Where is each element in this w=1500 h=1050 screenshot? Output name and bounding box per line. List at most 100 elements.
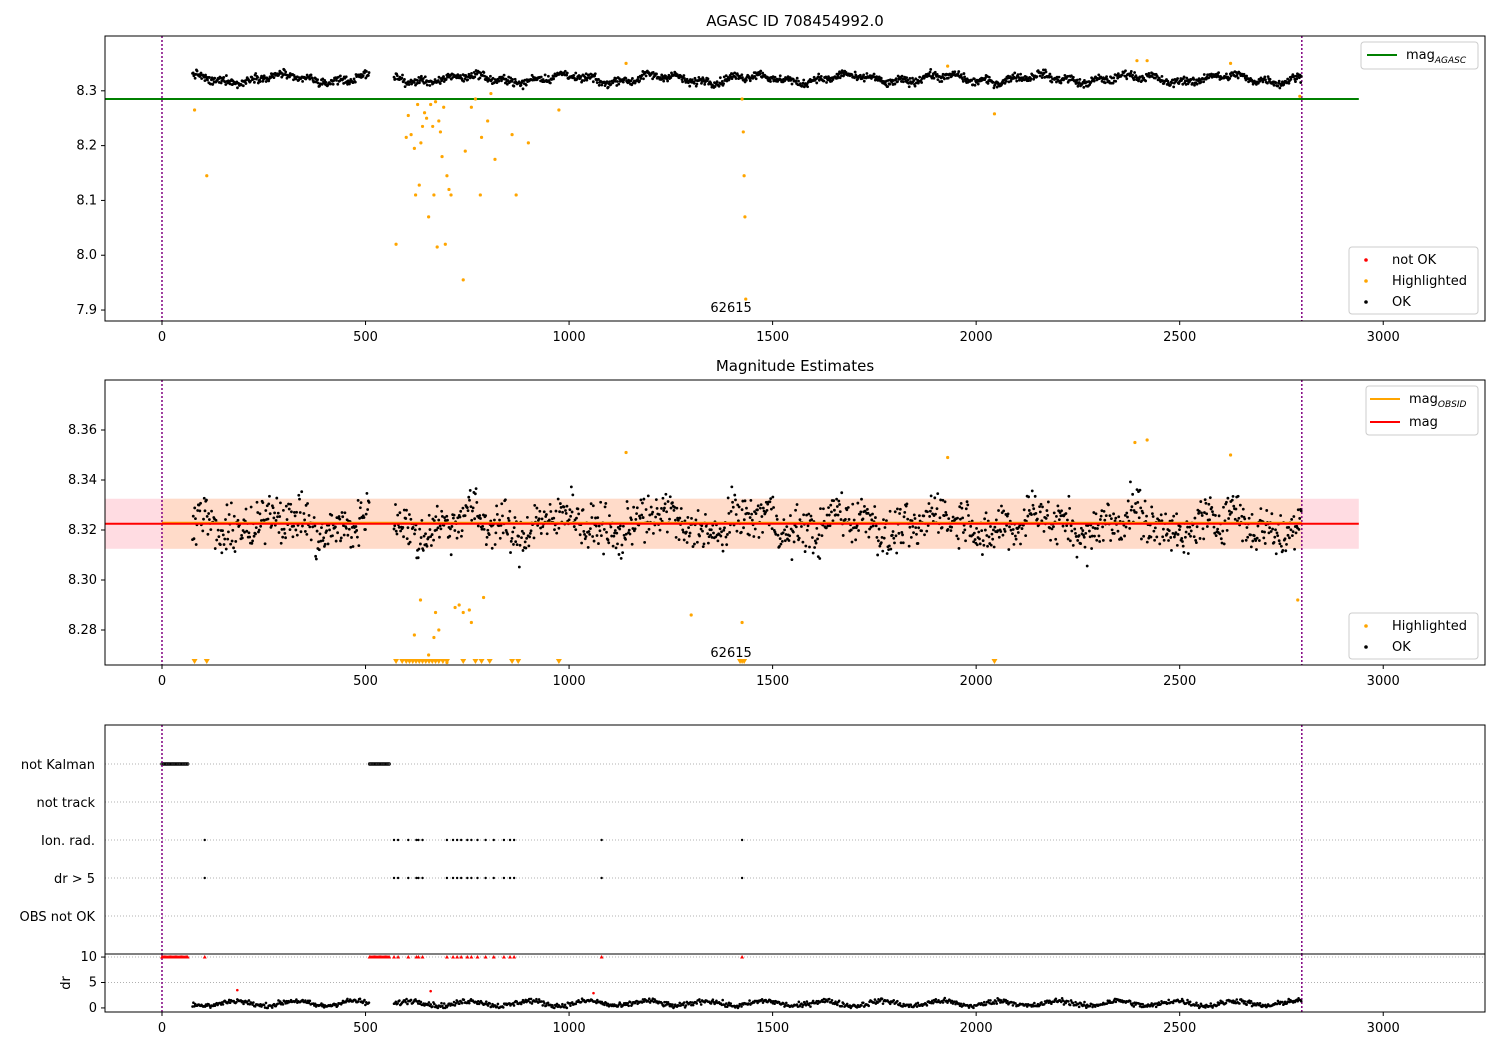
dr-ok-point (406, 1002, 409, 1006)
flag-point (740, 838, 744, 842)
ok-point (498, 536, 502, 540)
ok-point (980, 529, 984, 533)
ok-point (308, 77, 312, 81)
ok-point (497, 79, 501, 83)
ok-point (1273, 535, 1277, 539)
dr-clipped-marker (465, 955, 470, 959)
ok-point (1249, 533, 1253, 537)
dr-ok-point (1014, 1002, 1017, 1005)
ok-point (1299, 81, 1303, 84)
ok-point (942, 514, 946, 518)
ok-point (467, 495, 471, 499)
ok-point (435, 528, 438, 532)
ok-point (818, 557, 822, 560)
ok-point (1049, 75, 1053, 79)
ok-point (758, 72, 762, 76)
ok-point (1263, 542, 1267, 545)
ok-point (817, 72, 821, 76)
ok-point (1181, 540, 1184, 543)
ok-point (582, 530, 586, 533)
ok-point (811, 536, 814, 539)
ok-point (663, 506, 666, 510)
out-of-range-marker (991, 659, 998, 664)
dr-ok-point (915, 1005, 919, 1008)
ok-point (1103, 81, 1107, 85)
ok-point (301, 79, 304, 83)
ok-point (200, 77, 204, 80)
panel-magnitude: Magnitude Estimates 0 500 1000 1500 2000 2500… (68, 357, 1486, 689)
ok-point (728, 531, 732, 534)
ok-point (694, 518, 698, 522)
ok-point (1006, 512, 1010, 516)
ok-point (587, 530, 591, 533)
dr-ok-point (726, 1003, 730, 1007)
ok-point (264, 80, 268, 83)
legend-not-ok-marker (1364, 258, 1368, 262)
ok-point (734, 498, 737, 502)
ok-point (456, 516, 460, 520)
ok-point (594, 524, 598, 528)
ok-point (1235, 74, 1239, 77)
ok-point (871, 524, 875, 528)
ok-point (558, 502, 562, 505)
ok-point (423, 75, 427, 79)
highlighted-point (427, 653, 431, 657)
ok-point (778, 544, 781, 548)
ok-point (479, 517, 482, 520)
dr-ok-point (1195, 1001, 1198, 1005)
dr-ok-point (690, 1003, 693, 1007)
ok-point (1170, 81, 1174, 85)
ok-point (605, 530, 608, 534)
ok-point (259, 524, 263, 528)
ok-point (513, 77, 517, 81)
ok-point (788, 534, 792, 538)
ok-point (1225, 500, 1228, 504)
flag-point (396, 876, 400, 880)
ok-point (1245, 74, 1249, 78)
ok-point (1277, 79, 1281, 83)
ok-point (630, 518, 633, 522)
ok-point (1234, 507, 1238, 511)
ok-point (308, 525, 312, 529)
dr-ok-point (996, 996, 999, 1000)
ok-point (252, 80, 256, 84)
ok-point (753, 527, 757, 531)
ok-point (413, 528, 417, 532)
ok-point (945, 513, 948, 517)
ok-point (248, 535, 252, 539)
y-tick-label: 8.36 (68, 423, 97, 438)
ok-point (589, 527, 592, 531)
ok-point (342, 533, 346, 537)
ok-point (196, 509, 200, 512)
highlighted-point (438, 130, 443, 134)
ok-point (258, 80, 262, 83)
dr-ok-point (364, 1003, 367, 1007)
ok-point (602, 527, 606, 531)
ok-point (866, 511, 870, 515)
ok-point (452, 513, 456, 517)
ok-point (1114, 516, 1118, 520)
ok-point (506, 516, 510, 520)
dr-clipped-marker (416, 955, 421, 959)
ok-point (434, 515, 438, 519)
ok-point (1225, 72, 1228, 76)
ok-point (1151, 512, 1154, 516)
ok-point (1264, 78, 1267, 82)
ok-point (608, 514, 611, 518)
ok-point (669, 506, 673, 510)
ok-point (1286, 77, 1290, 81)
ok-point (729, 75, 733, 79)
ok-point (1039, 502, 1043, 506)
ok-point (1096, 527, 1099, 530)
flag-point (184, 762, 189, 766)
ok-point (352, 77, 356, 81)
ok-point (894, 77, 898, 81)
ok-point (834, 513, 838, 517)
ok-point (571, 493, 575, 497)
ok-point (460, 529, 464, 533)
ok-point (649, 505, 653, 509)
ok-point (749, 498, 753, 502)
ok-point (329, 82, 333, 86)
ok-point (591, 535, 594, 538)
